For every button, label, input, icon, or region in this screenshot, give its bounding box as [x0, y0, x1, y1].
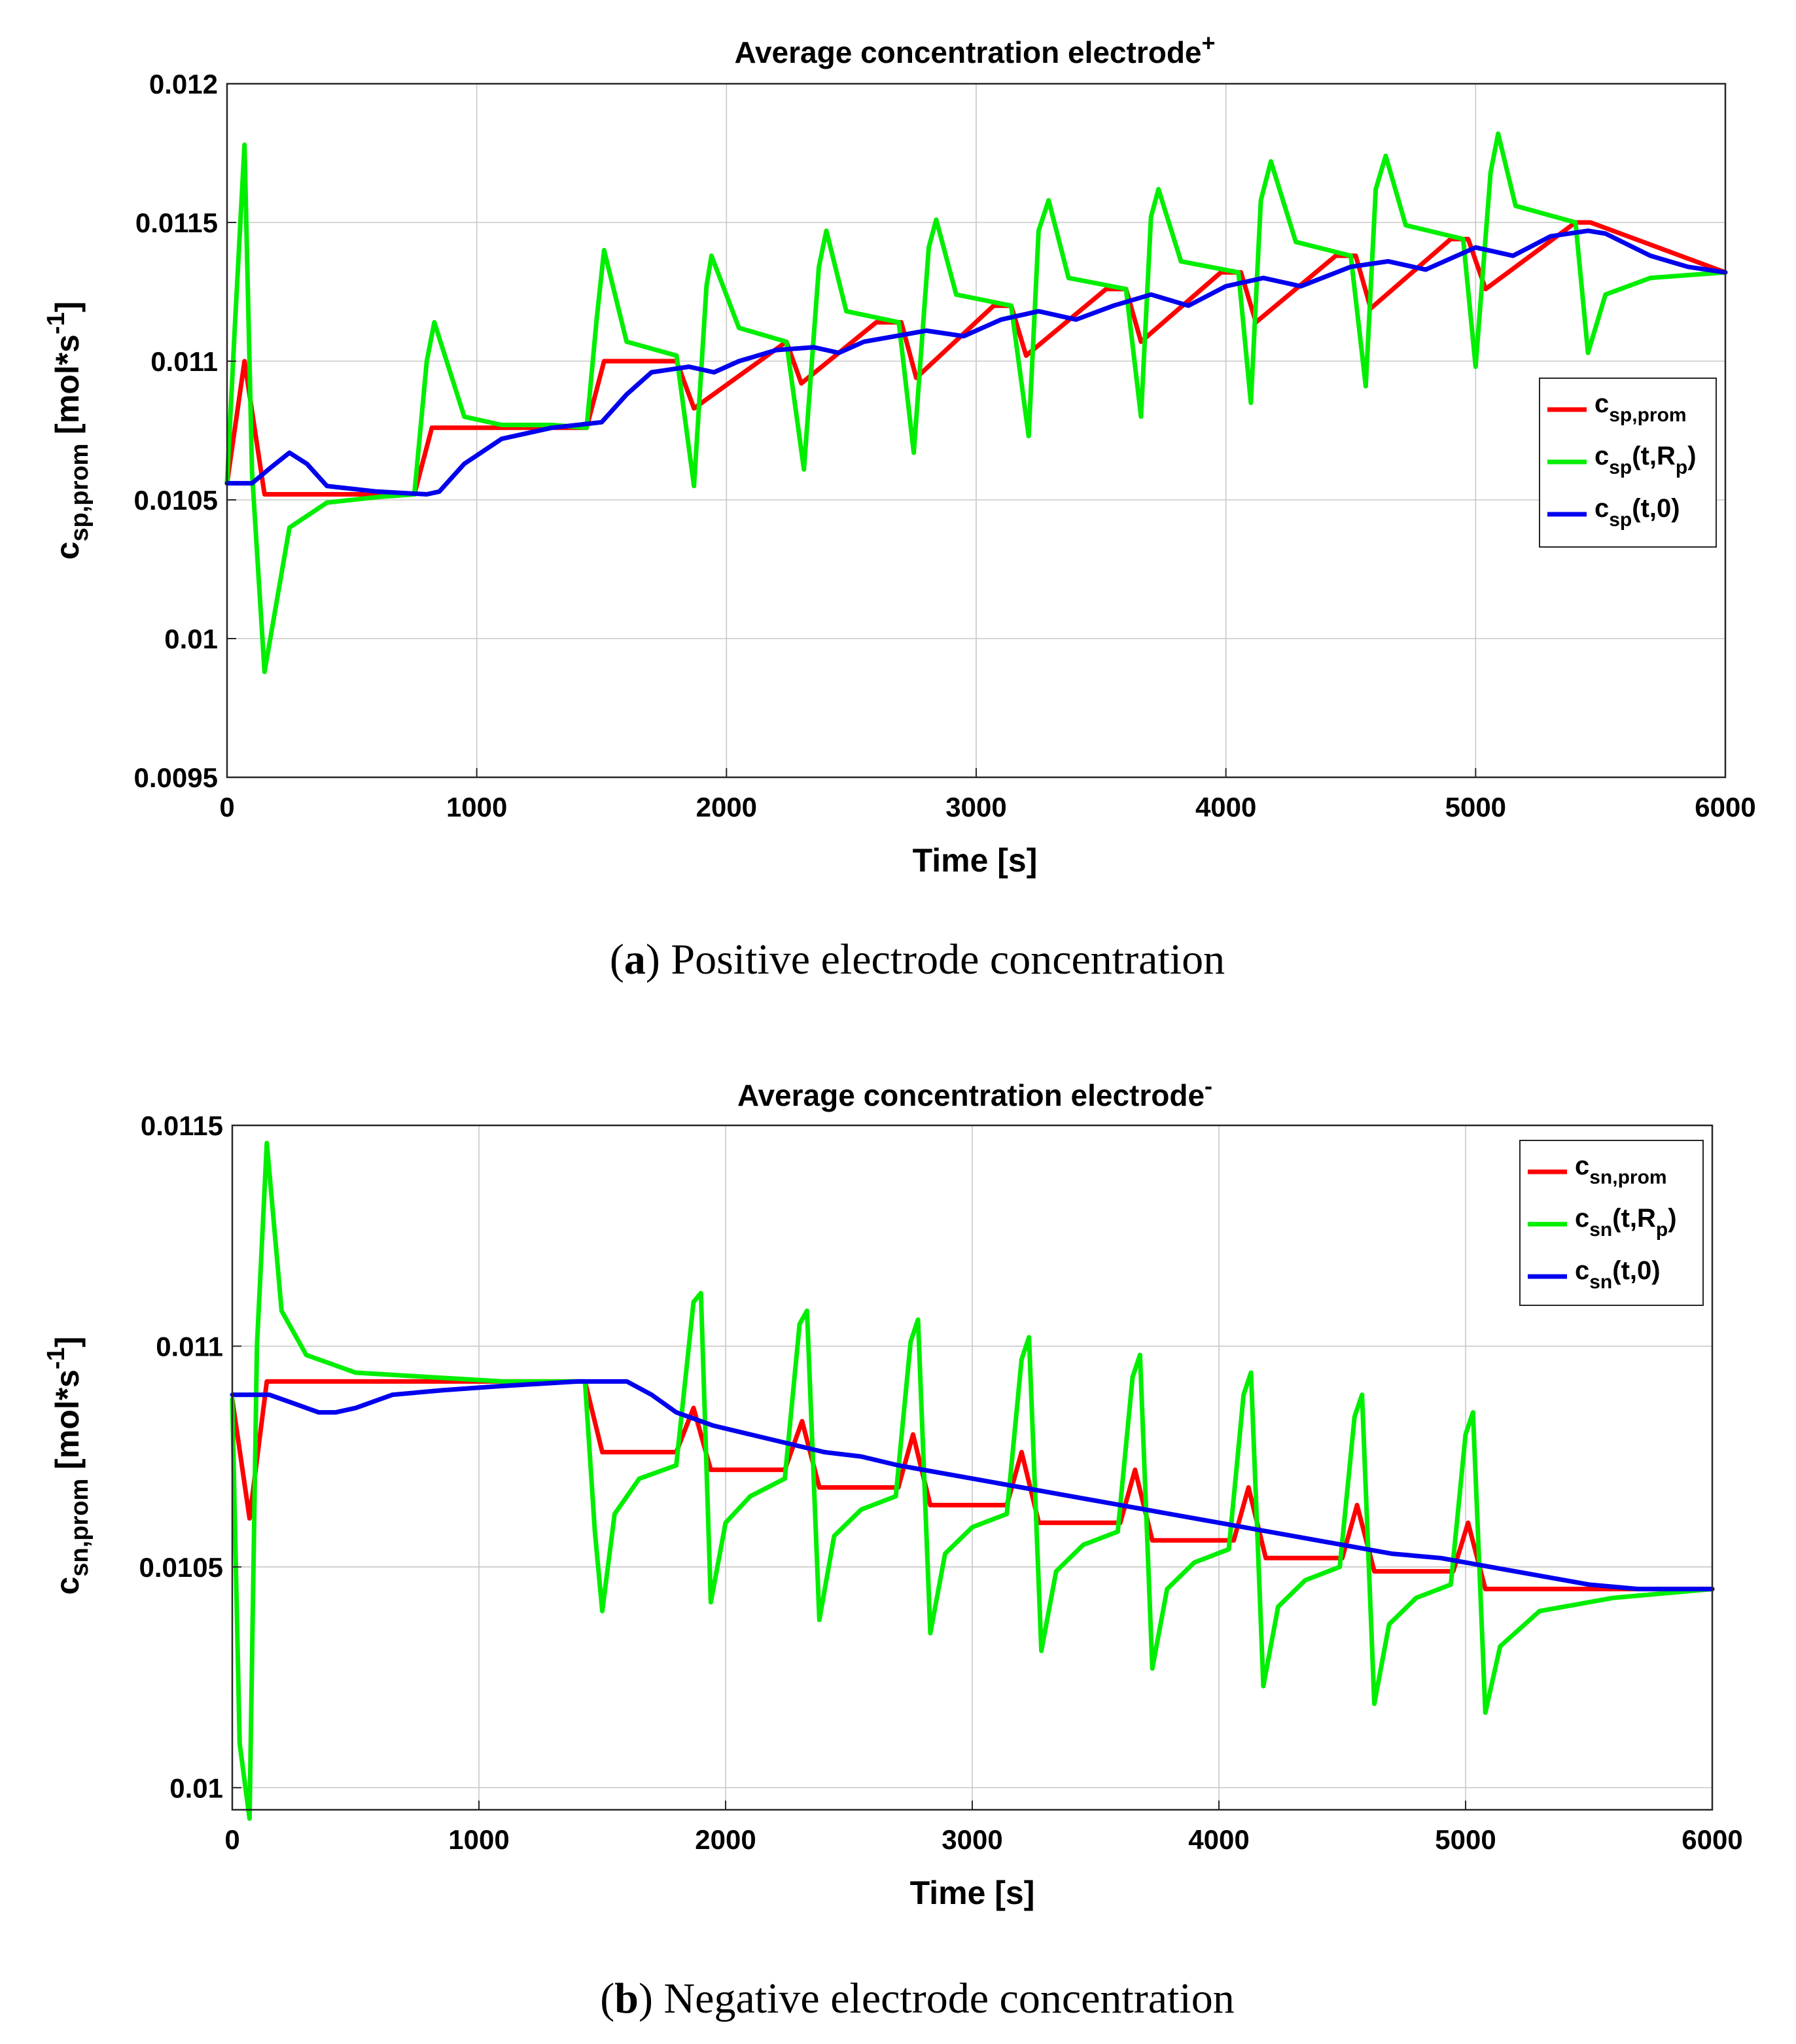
series-line-3	[230, 1379, 1715, 1592]
legend-entry: csp(t,Rp)	[1594, 442, 1697, 478]
x-tick-label: 4000	[1195, 792, 1256, 822]
x-tick-label: 6000	[1682, 1824, 1742, 1855]
y-tick-label: 0.011	[156, 1331, 223, 1362]
y-tick-label: 0.0105	[139, 1552, 223, 1583]
chart-title: Average concentration electrode+	[734, 29, 1215, 69]
x-tick-labels: 0 1000 2000 3000 4000 5000 6000	[219, 768, 1756, 822]
x-tick-label: 3000	[942, 1824, 1002, 1855]
x-tick-label: 3000	[945, 792, 1006, 822]
legend-entry: csn,prom	[1575, 1152, 1667, 1188]
legend-entry: csp,prom	[1594, 389, 1687, 426]
caption: (a) Positive electrode concentration	[610, 936, 1225, 983]
x-tick-label: 5000	[1435, 1824, 1496, 1855]
caption: (b) Negative electrode concentration	[600, 1975, 1234, 2022]
y-tick-label: 0.0115	[141, 1110, 223, 1141]
y-tick-labels: 0.0095 0.01 0.0105 0.011 0.0115 0.012	[134, 69, 236, 793]
series-line-2	[230, 1140, 1715, 1821]
y-axis-label: csp,prom [mol*s-1]	[43, 302, 94, 560]
series-line-3	[224, 228, 1728, 497]
y-axis-label: csn,prom [mol*s-1]	[43, 1337, 94, 1595]
series-group	[230, 1140, 1715, 1821]
series-line-1	[230, 1379, 1715, 1592]
chart-positive-electrode: Average concentration electrode+ 0 1000 20…	[43, 29, 1756, 983]
chart-title: Average concentration electrode-	[737, 1072, 1212, 1112]
y-tick-label: 0.012	[149, 69, 218, 99]
legend-entry: csp(t,0)	[1594, 494, 1680, 531]
y-tick-label: 0.011	[150, 346, 218, 377]
y-tick-label: 0.0095	[134, 762, 218, 793]
x-tick-label: 1000	[448, 1824, 509, 1855]
legend-entry: csn(t,Rp)	[1575, 1204, 1677, 1241]
x-tick-label: 6000	[1695, 792, 1755, 822]
x-tick-label: 2000	[696, 792, 757, 822]
x-tick-label: 1000	[446, 792, 507, 822]
legend: csp,prom csp(t,Rp) csp(t,0)	[1539, 378, 1717, 548]
x-axis-label: Time [s]	[913, 842, 1038, 879]
y-tick-label: 0.01	[164, 624, 218, 654]
x-tick-label: 4000	[1188, 1824, 1249, 1855]
x-tick-label: 0	[219, 792, 234, 822]
y-tick-label: 0.01	[169, 1772, 223, 1803]
series-group	[224, 131, 1728, 675]
x-tick-label: 0	[224, 1824, 239, 1855]
legend: csn,prom csn(t,Rp) csn(t,0)	[1519, 1140, 1704, 1306]
x-tick-labels: 0 1000 2000 3000 4000 5000 6000	[224, 1801, 1743, 1855]
y-tick-label: 0.0115	[135, 207, 218, 238]
y-tick-label: 0.0105	[134, 485, 218, 516]
legend-entry: csn(t,0)	[1575, 1256, 1661, 1293]
y-tick-labels: 0.01 0.0105 0.011 0.0115	[139, 1110, 241, 1803]
x-tick-label: 2000	[695, 1824, 756, 1855]
x-axis-label: Time [s]	[910, 1875, 1035, 1911]
chart-negative-electrode: Average concentration electrode- 0 1000 20…	[43, 1072, 1743, 2022]
series-line-2	[224, 131, 1728, 675]
x-tick-label: 5000	[1445, 792, 1506, 822]
